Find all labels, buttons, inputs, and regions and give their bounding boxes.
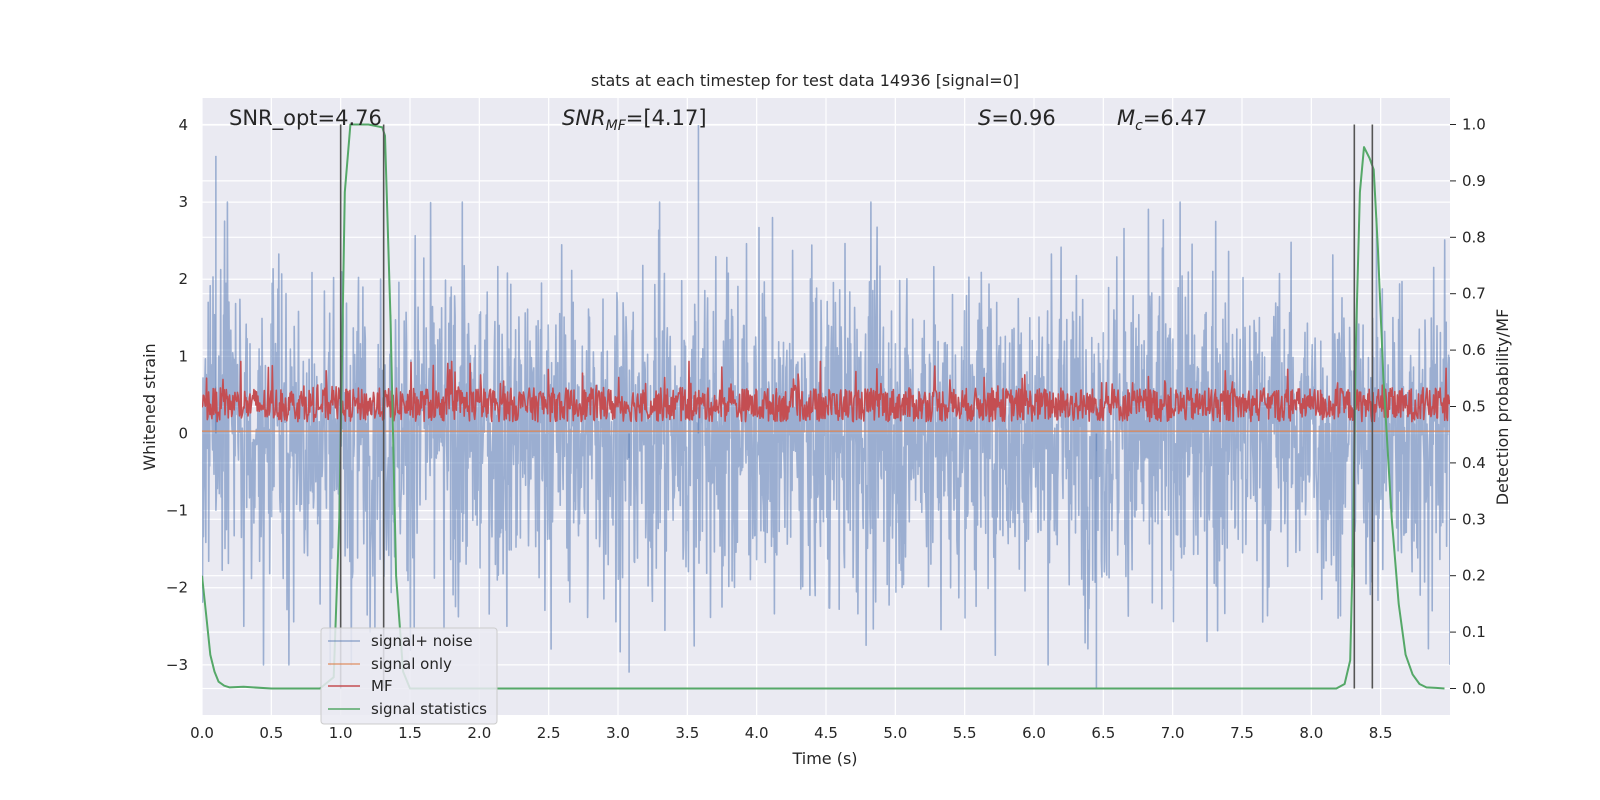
vertical-markers	[339, 124, 1374, 689]
y-axis-right-label: Detection probability/MF	[1493, 309, 1512, 506]
x-tick-label: 0.0	[190, 724, 214, 742]
y-tick-label: 1	[178, 347, 188, 365]
legend-box	[320, 627, 498, 725]
x-tick-label: 3.0	[606, 724, 630, 742]
x-tick-label: 1.5	[398, 724, 422, 742]
y-tick-label: −2	[166, 579, 188, 597]
x-axis-ticks: 0.0 0.5 1.0 1.5 2.0 2.5 3.0 3.5 4.0 4.5 5.0 5.5 6.0 6…	[190, 724, 1393, 742]
y-right-tick-label: 1.0	[1462, 116, 1486, 134]
y-right-tick-label: 0.2	[1462, 567, 1486, 585]
legend-label-signal-noise: signal+ noise	[371, 632, 473, 650]
annotation-mc-sub: c	[1135, 118, 1143, 134]
y-tick-label: 0	[178, 424, 188, 442]
x-tick-label: 7.5	[1230, 724, 1254, 742]
x-tick-label: 8.0	[1299, 724, 1323, 742]
annotation-snr-mf-main: SNR	[562, 106, 606, 130]
annotation-snr-mf: SNRMF=[4.17]	[562, 106, 707, 134]
y-right-tick-label: 0.9	[1462, 172, 1486, 190]
annotation-snr-opt: SNR_opt=4.76	[229, 106, 382, 131]
annotation-mc-value: =6.47	[1143, 106, 1207, 130]
y-right-tick-label: 0.0	[1462, 679, 1486, 697]
annotation-snr-mf-value: =[4.17]	[626, 106, 707, 130]
y-right-tick-label: 0.5	[1462, 398, 1486, 416]
y-axis-left-label: Whitened strain	[140, 343, 159, 470]
y-tick-label: 4	[178, 116, 188, 134]
x-axis-label: Time (s)	[791, 749, 857, 768]
x-tick-label: 6.5	[1091, 724, 1115, 742]
x-tick-label: 5.5	[953, 724, 977, 742]
annotation-s: S=0.96	[978, 106, 1056, 130]
x-tick-label: 2.5	[537, 724, 561, 742]
y-right-tick-label: 0.6	[1462, 341, 1486, 359]
y-tick-label: −1	[166, 502, 188, 520]
x-tick-label: 7.0	[1161, 724, 1185, 742]
x-tick-label: 4.5	[814, 724, 838, 742]
y-right-tick-label: 0.7	[1462, 285, 1486, 303]
annotations: SNR_opt=4.76 SNRMF=[4.17] S=0.96 Mc=6.47	[229, 106, 1207, 134]
y-tick-label: 2	[178, 270, 188, 288]
annotation-mc-symbol: M	[1117, 106, 1135, 130]
x-tick-label: 8.5	[1369, 724, 1393, 742]
x-tick-label: 2.0	[467, 724, 491, 742]
x-tick-label: 1.0	[329, 724, 353, 742]
y-axis-right-ticks: 0.0 0.1 0.2 0.3 0.4 0.5 0.6 0.7 0.8 0.9 1.0	[1450, 116, 1486, 697]
y-right-tick-label: 0.1	[1462, 623, 1486, 641]
legend-label-signal-only: signal only	[371, 655, 452, 673]
y-tick-label: −3	[166, 656, 188, 674]
y-right-tick-label: 0.3	[1462, 510, 1486, 528]
x-tick-label: 3.5	[675, 724, 699, 742]
chart-title: stats at each timestep for test data 149…	[591, 71, 1019, 90]
y-tick-label: 3	[178, 193, 188, 211]
annotation-mc: Mc=6.47	[1117, 106, 1207, 134]
y-axis-left-ticks: −3 −2 −1 0 1 2 3 4	[166, 116, 188, 674]
legend-label-signal-statistics: signal statistics	[371, 700, 487, 718]
x-tick-label: 4.0	[745, 724, 769, 742]
x-tick-label: 6.0	[1022, 724, 1046, 742]
annotation-s-value: =0.96	[991, 106, 1055, 130]
series-mf	[202, 360, 1450, 423]
y-right-tick-label: 0.8	[1462, 228, 1486, 246]
legend-label-mf: MF	[371, 677, 393, 695]
annotation-snr-mf-sub: MF	[606, 118, 627, 134]
legend: signal+ noise signal only MF signal stat…	[320, 627, 498, 725]
x-tick-label: 0.5	[259, 724, 283, 742]
annotation-s-symbol: S	[978, 106, 991, 130]
y-right-tick-label: 0.4	[1462, 454, 1486, 472]
x-tick-label: 5.0	[883, 724, 907, 742]
